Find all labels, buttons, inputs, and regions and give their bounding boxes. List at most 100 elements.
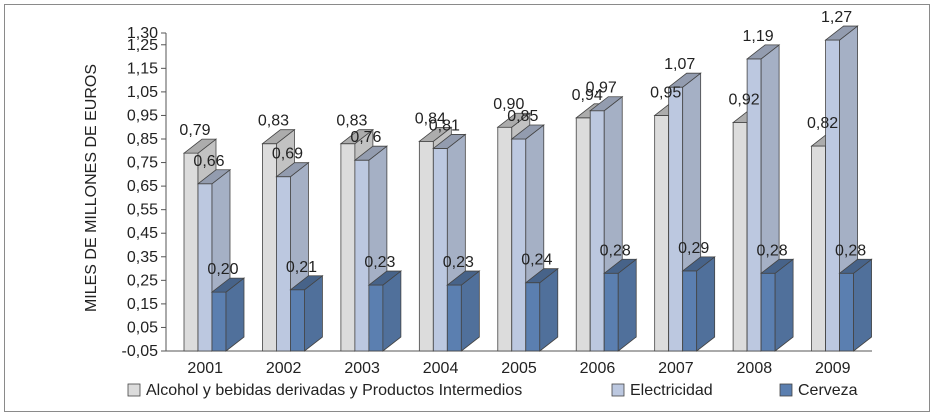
bar <box>681 256 716 352</box>
legend: Alcohol y bebidas derivadas y Productos … <box>127 382 858 399</box>
bar-side <box>617 258 637 352</box>
data-label: 0,28 <box>757 242 788 259</box>
bar-top <box>289 275 324 291</box>
data-label: 0,90 <box>493 96 524 113</box>
x-tick-label: 2006 <box>580 360 616 377</box>
x-tick-label: 2008 <box>737 360 773 377</box>
bar-top <box>524 268 559 284</box>
bar-top <box>838 258 873 274</box>
bar-top <box>432 134 467 149</box>
data-label: 0,83 <box>258 113 289 130</box>
bar-front <box>732 122 748 352</box>
data-label: 0,95 <box>650 84 681 101</box>
bar-front <box>446 284 462 352</box>
bar-front <box>589 110 605 352</box>
bar-top <box>667 72 702 88</box>
bar-top <box>510 124 545 140</box>
bar-front <box>511 138 527 352</box>
x-tick-label: 2004 <box>423 360 459 377</box>
y-tick-label: 1,30 <box>127 25 158 42</box>
y-tick-label: 0,15 <box>127 296 158 313</box>
y-tick-label: 0,55 <box>127 202 158 219</box>
bar-top <box>210 277 246 293</box>
bar-top <box>446 270 481 286</box>
y-tick-label: -0,05 <box>122 343 159 360</box>
bar-side <box>696 256 716 352</box>
y-tick-label: 0,35 <box>127 249 158 266</box>
bars <box>182 25 873 352</box>
y-tick-label: 0,85 <box>127 131 158 148</box>
y-tick-label: 0,05 <box>127 319 158 336</box>
data-label: 0,76 <box>350 129 381 146</box>
bar <box>210 277 246 352</box>
data-label: 0,66 <box>193 153 224 170</box>
bar <box>524 267 559 352</box>
bar <box>289 274 324 352</box>
bar-side <box>774 258 794 352</box>
bar-top <box>824 25 859 41</box>
data-label: 0,92 <box>729 92 760 109</box>
bar-top <box>603 258 638 274</box>
bar-front <box>839 272 854 352</box>
data-label: 0,23 <box>443 254 474 271</box>
bar-front <box>497 126 513 352</box>
bar-top <box>589 96 624 112</box>
data-label: 0,94 <box>572 87 603 104</box>
bar-front <box>811 145 826 352</box>
bar-front <box>603 272 619 352</box>
bar-top <box>745 44 781 60</box>
data-label: 0,79 <box>179 122 210 139</box>
data-label: 0,97 <box>586 80 617 97</box>
data-label: 0,69 <box>272 146 303 163</box>
x-tick-label: 2005 <box>501 360 537 377</box>
legend-swatch <box>611 383 625 397</box>
data-label: 0,21 <box>286 259 317 276</box>
legend-swatch <box>779 383 793 397</box>
y-tick-label: 0,45 <box>127 225 158 242</box>
bar-front <box>825 39 840 352</box>
data-label: 0,85 <box>507 108 538 125</box>
bar-top <box>367 270 403 286</box>
data-label: 0,29 <box>678 240 709 257</box>
data-label: 0,81 <box>429 117 460 134</box>
y-tick-label: 0,25 <box>127 272 158 289</box>
data-label: 0,28 <box>600 242 631 259</box>
bar-top <box>496 112 531 128</box>
data-labels: 0,790,660,200,830,690,210,830,760,230,84… <box>179 9 866 278</box>
bar-front <box>340 143 356 352</box>
bar-front <box>668 86 684 352</box>
data-label: 0,20 <box>207 261 238 278</box>
bar <box>603 258 638 352</box>
legend-swatch <box>127 383 141 397</box>
x-tick-label: 2002 <box>266 360 302 377</box>
data-label: 0,28 <box>835 242 866 259</box>
data-label: 0,83 <box>336 113 367 130</box>
bar-front <box>418 140 434 352</box>
data-label: 0,23 <box>364 254 395 271</box>
bar <box>446 270 481 352</box>
bar-top <box>275 162 310 178</box>
data-label: 0,82 <box>807 115 838 132</box>
bar-front <box>211 291 227 352</box>
legend-label: Alcohol y bebidas derivadas y Productos … <box>146 382 522 399</box>
x-tick-label: 2003 <box>344 360 380 377</box>
y-tick-label: 1,15 <box>127 60 158 77</box>
bar-front <box>575 117 591 352</box>
x-tick-label: 2009 <box>815 360 851 377</box>
bar-side <box>853 258 872 352</box>
x-tick-label: 2007 <box>658 360 694 377</box>
bar-top <box>261 129 296 145</box>
bar <box>759 258 795 352</box>
bar-front <box>654 115 670 352</box>
legend-label: Electricidad <box>630 382 713 399</box>
bar-front <box>432 148 448 352</box>
data-label: 0,24 <box>521 252 552 269</box>
bar-top <box>196 169 232 185</box>
bar-front <box>682 270 698 352</box>
legend-label: Cerveza <box>798 382 858 399</box>
bar-front <box>290 289 305 352</box>
bar-front <box>368 284 384 352</box>
bar-front <box>183 152 199 352</box>
y-tick-label: 1,25 <box>127 37 158 54</box>
